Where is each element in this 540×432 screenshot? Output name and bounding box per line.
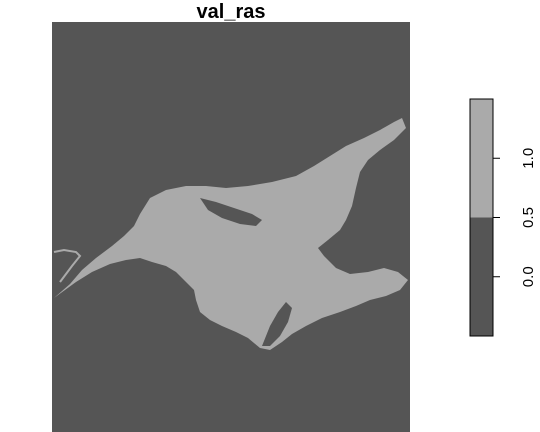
legend-tick-label-0-5: 0.5 <box>520 207 537 228</box>
raster-peninsula <box>262 302 292 346</box>
raster-island <box>200 198 262 226</box>
chart-title: val_ras <box>197 1 266 23</box>
raster-region-value-1 <box>54 118 408 350</box>
legend-swatch-value-1 <box>470 99 493 218</box>
legend-swatch-value-0 <box>470 217 493 336</box>
raster-panel <box>52 22 410 432</box>
legend-tick-label-1: 1.0 <box>520 148 537 169</box>
legend: 0.0 0.5 1.0 <box>469 98 537 337</box>
raster-channel <box>53 248 82 283</box>
legend-tick-label-0: 0.0 <box>520 266 537 287</box>
